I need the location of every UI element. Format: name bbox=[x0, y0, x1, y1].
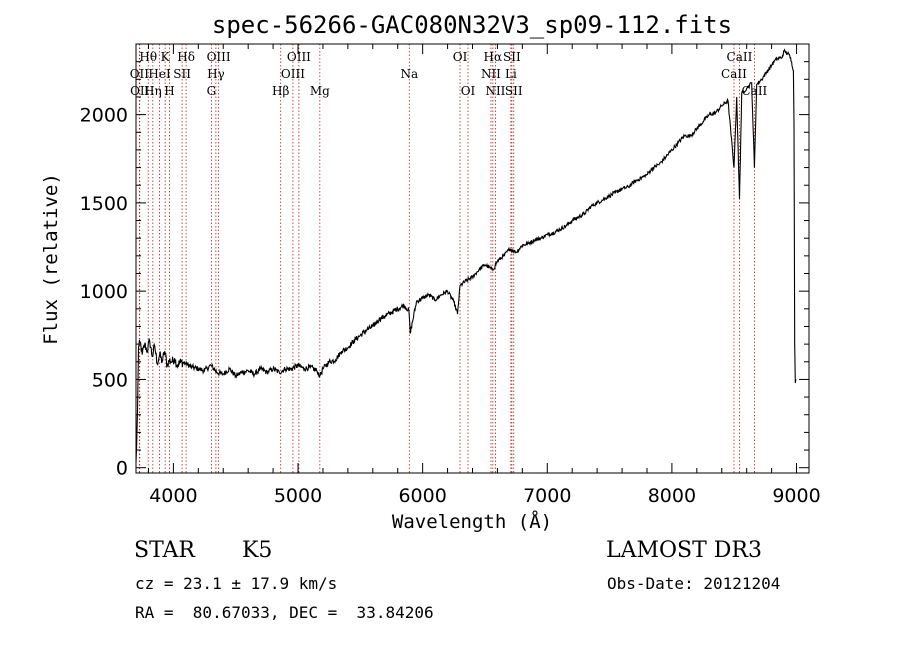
spectral-line-label: Hη bbox=[144, 84, 162, 98]
spectral-line-label: H bbox=[164, 84, 174, 98]
spectral-line-label: OI bbox=[461, 84, 476, 98]
y-tick-label: 2000 bbox=[80, 105, 128, 127]
spectral-line-label: Mg bbox=[310, 84, 330, 98]
x-tick-label: 7000 bbox=[523, 485, 571, 507]
spectrum-series-line bbox=[135, 48, 797, 463]
y-tick-label: 1500 bbox=[80, 193, 128, 215]
spectral-line-label: Hθ bbox=[139, 50, 157, 64]
x-axis-label: Wavelength (Å) bbox=[392, 510, 552, 533]
spectral-line-label: Hδ bbox=[177, 50, 195, 64]
spectral-line-label: OIII bbox=[287, 50, 311, 64]
chart-title: spec-56266-GAC080N32V3_sp09-112.fits bbox=[212, 11, 732, 39]
x-tick-label: 9000 bbox=[772, 485, 820, 507]
spectral-line-label: OI bbox=[453, 50, 468, 64]
redshift-text: cz = 23.1 ± 17.9 km/s bbox=[135, 574, 338, 593]
y-tick-label: 1000 bbox=[80, 281, 128, 303]
coordinates: RA = 80.67033, DEC = 33.84206 bbox=[135, 603, 434, 622]
spectral-line-label: Li bbox=[505, 67, 517, 81]
x-tick-label: 6000 bbox=[398, 485, 446, 507]
spectral-line-label: Hα bbox=[484, 50, 503, 64]
spectral-line-label: OII bbox=[130, 84, 150, 98]
spectral-line-label: CaII bbox=[721, 67, 747, 81]
plot-frame bbox=[135, 43, 810, 474]
obs-date: Obs-Date: 20121204 bbox=[607, 574, 781, 593]
spectral-line-label: HeI bbox=[148, 67, 171, 81]
spectral-line-label: OIII bbox=[207, 50, 231, 64]
x-tick-label: 5000 bbox=[274, 485, 322, 507]
spectral-line-label: Hγ bbox=[207, 67, 225, 81]
x-tick-label: 4000 bbox=[149, 485, 197, 507]
y-axis-label: Flux (relative) bbox=[40, 173, 62, 345]
spectral-line-label: OII bbox=[130, 67, 150, 81]
x-tick-label: 8000 bbox=[648, 485, 696, 507]
spectral-line-label: NII bbox=[485, 84, 505, 98]
spectral-line-label: G bbox=[207, 84, 217, 98]
spectral-line-label: K bbox=[161, 50, 171, 64]
spectral-line-label: Hβ bbox=[272, 84, 289, 98]
spectral-line-label: NII bbox=[481, 67, 501, 81]
spectral-line-label: OIII bbox=[281, 67, 305, 81]
spectral-line-markers bbox=[138, 44, 755, 473]
spectral-line-labels: Hθ OII OII K HeI Hη Hδ SII H OIII Hγ G OIII OIII Hβ Mg N… bbox=[130, 50, 768, 98]
spectral-line-label: SII bbox=[173, 67, 191, 81]
y-tick-label: 0 bbox=[116, 458, 128, 480]
spectral-line-label: Na bbox=[400, 67, 418, 81]
survey-name: LAMOST DR3 bbox=[606, 538, 762, 563]
spectral-line-label: SII bbox=[503, 50, 521, 64]
y-axis-ticks: 0 500 1000 1500 2000 bbox=[80, 61, 809, 480]
spectral-line-label: CaII bbox=[727, 50, 753, 64]
x-axis-ticks: 4000 5000 6000 7000 8000 9000 bbox=[147, 44, 821, 507]
spectral-line-label: SII bbox=[505, 84, 523, 98]
object-class: STAR bbox=[134, 538, 195, 563]
object-subclass: K5 bbox=[242, 538, 273, 563]
y-tick-label: 500 bbox=[92, 369, 128, 391]
